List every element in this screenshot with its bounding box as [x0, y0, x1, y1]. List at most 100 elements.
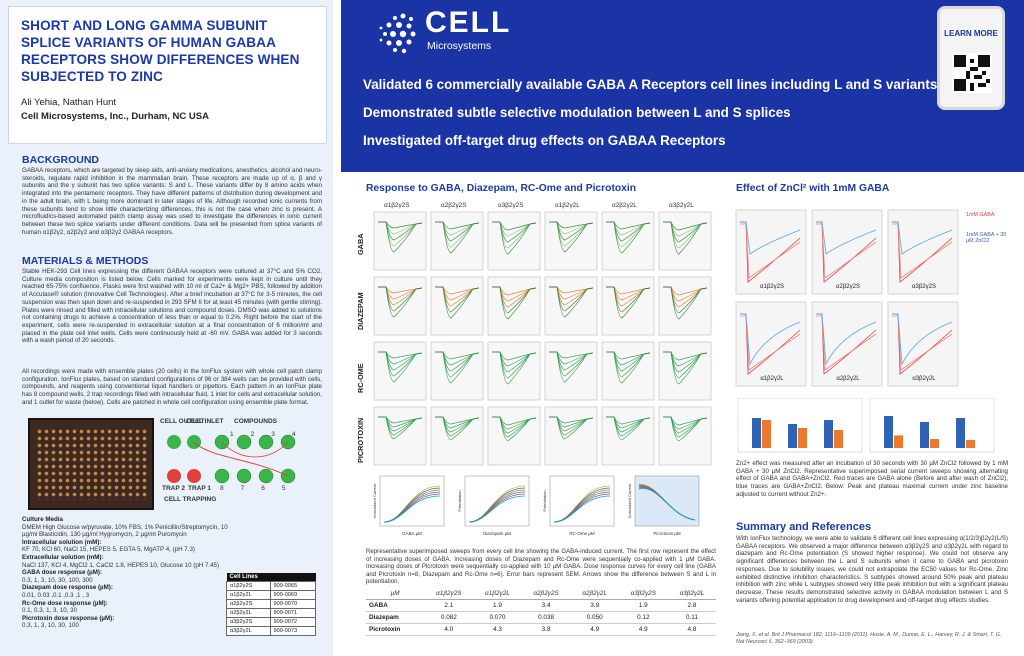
gaba-wash-trace [816, 315, 877, 371]
current-trace [435, 221, 480, 230]
current-trace [606, 416, 651, 433]
current-trace [378, 286, 423, 300]
table-cell: 0.038 [521, 611, 571, 624]
compound-well-8 [214, 468, 230, 484]
current-trace [549, 416, 594, 432]
current-trace [435, 286, 480, 313]
well-label-2: 2 [250, 431, 272, 438]
culture-media-heading: Culture Media [22, 516, 63, 523]
learn-more-label[interactable]: LEARN MORE [944, 29, 998, 38]
current-trace [492, 221, 537, 231]
figure-caption: Representative superimposed sweeps from … [366, 548, 716, 585]
current-trace [492, 286, 537, 308]
qr-code-icon[interactable] [952, 53, 992, 93]
current-trace [492, 351, 537, 361]
flow-channel [193, 441, 289, 477]
current-trace [663, 221, 708, 237]
current-trace [663, 286, 708, 296]
current-trace [435, 351, 480, 372]
current-trace [606, 351, 651, 372]
highlight-2: Demonstrated subtle selective modulation… [363, 105, 791, 120]
current-trace [549, 286, 594, 294]
summary-heading: Summary and References [736, 521, 872, 533]
trap1-label: TRAP 1 [188, 485, 211, 492]
gaba-wash-trace [892, 223, 953, 279]
current-trace [663, 351, 708, 379]
current-trace [492, 286, 537, 320]
methods-text-1: Stable HEK-293 Cell lines expressing the… [22, 268, 322, 345]
current-trace [492, 416, 537, 430]
gaba-trace [816, 221, 877, 283]
current-trace [435, 221, 480, 236]
trace-panel [487, 211, 541, 271]
response-heading: Response to GABA, Diazepam, RC-Ome and P… [366, 183, 637, 194]
column-header: α1β2γ2L [473, 588, 522, 600]
diazepam-dose-heading: Diazepam dose response (µM): [22, 584, 113, 592]
current-trace [378, 221, 423, 241]
zinc-panel-label: α1β2γ2S [760, 284, 784, 290]
cell-outlet-label: CELL OUTLET [160, 418, 205, 425]
gaba-zinc-trace [740, 221, 801, 255]
row-label: Picrotoxin [366, 623, 425, 636]
well-label-4: 4 [291, 431, 313, 438]
current-trace [606, 286, 651, 319]
legend-gaba-zinc: 1mM GABA + 30 µM ZnCl2 [966, 232, 1007, 244]
current-trace [378, 286, 423, 294]
current-trace [549, 351, 594, 383]
background-text: GABAA receptors, which are targeted by s… [22, 167, 322, 236]
well-label-6: 6 [261, 485, 282, 492]
table-row: Picrotoxin 4.0 4.3 3.8 4.9 4.9 4.8 [366, 623, 716, 636]
dose-response-curve [468, 495, 526, 523]
gaba-trace [892, 221, 953, 283]
logo-subtitle: Microsystems [427, 40, 492, 52]
column-label: α1β2γ2S [384, 202, 410, 209]
cell-line-name: α3β2γ2L [226, 626, 271, 636]
table-cell: 4.8 [667, 623, 716, 636]
current-trace [549, 286, 594, 318]
current-trace [435, 286, 480, 319]
authors: Ali Yehia, Nathan Hunt [21, 97, 117, 108]
table-row: GABA 2.1 1.9 3.4 3.9 1.9 2.8 [366, 599, 716, 612]
current-trace [435, 286, 480, 301]
cell-line-id: 909-0065 [269, 581, 316, 591]
bar-gaba [920, 422, 929, 448]
trace-panel [373, 406, 427, 466]
cell-line-name: α1β2γ2S [226, 581, 271, 591]
zinc-panel [811, 301, 883, 387]
wells-bottom-labels: 8765 [220, 485, 303, 492]
current-trace [435, 416, 480, 429]
trap1-well [187, 469, 201, 483]
dose-response-xlabel: Picrotoxin µM [653, 531, 681, 536]
zinc-panel [887, 209, 959, 295]
methods-text-2: All recordings were made with ensemble p… [22, 368, 322, 406]
dose-response-xlabel: GABA µM [402, 531, 422, 536]
current-trace [606, 221, 651, 254]
current-trace [378, 351, 423, 365]
current-trace [663, 286, 708, 308]
table-cell: 0.050 [570, 611, 619, 624]
gaba-wash-trace [740, 315, 801, 371]
current-trace [435, 286, 480, 307]
gaba-trace [816, 313, 877, 375]
compounds-label: COMPOUNDS [234, 418, 277, 425]
highlight-3: Investigated off-target drug effects on … [363, 133, 726, 148]
picrotoxin-dose-text: 0.3, 1, 3, 10, 30, 100 [22, 622, 79, 630]
current-trace [435, 351, 480, 384]
logo-wordmark: CELL [425, 6, 512, 39]
current-trace [606, 351, 651, 384]
learn-more-phone[interactable]: LEARN MORE [937, 6, 1005, 110]
row-label: DIAZEPAM [356, 292, 365, 330]
table-cell: 2.8 [667, 599, 716, 612]
current-trace [492, 416, 537, 442]
extracellular-heading: Extracellular solution (mM): [22, 553, 104, 561]
zinc-panel-label: α2β2γ2S [836, 284, 860, 290]
current-trace [435, 351, 480, 366]
cell-line-id: 909-0069 [269, 590, 316, 600]
row-label: RC-OME [356, 363, 365, 393]
summary-text: With IonFlux technology, we were able to… [736, 535, 1008, 604]
cell-line-name: α2β2γ2L [226, 608, 271, 618]
dose-response-ylabel: Potentiation [542, 490, 547, 511]
gaba-dose-heading: GABA dose response (µM): [22, 569, 102, 577]
current-trace [549, 221, 594, 247]
current-trace [492, 286, 537, 296]
